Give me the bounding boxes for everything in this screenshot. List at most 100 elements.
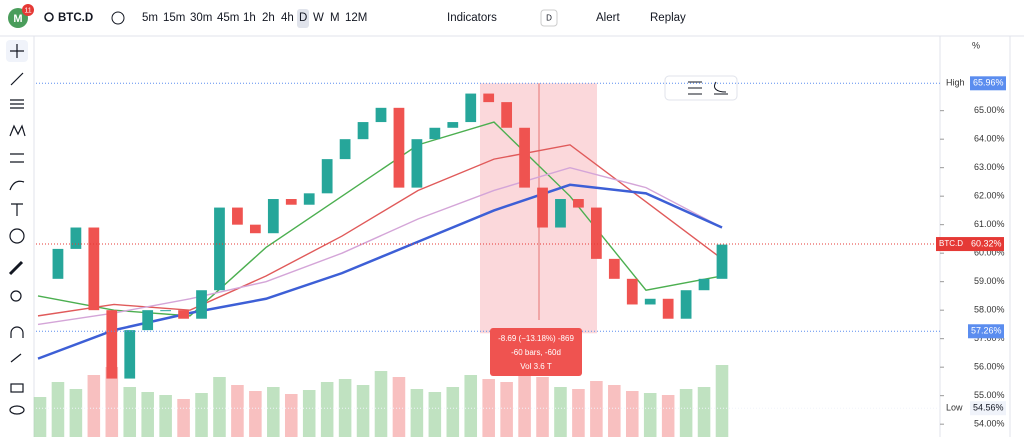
measure-tooltip xyxy=(490,328,582,376)
symbol-tag-bg xyxy=(936,237,968,252)
high-label: 65.96% xyxy=(973,78,1004,88)
interval-button[interactable]: 5m xyxy=(142,12,158,24)
interval-button[interactable]: M xyxy=(330,12,340,24)
alert-button[interactable]: Alert xyxy=(596,12,620,24)
hide-tool[interactable] xyxy=(9,405,25,415)
measure-text: Vol 3.6 T xyxy=(520,362,552,371)
symbol[interactable]: BTC.D xyxy=(58,12,93,24)
magnet-tool[interactable] xyxy=(10,326,24,338)
interval-button[interactable]: 1h xyxy=(243,12,256,24)
search-icon[interactable] xyxy=(44,12,54,22)
crosshair-tool[interactable] xyxy=(10,44,24,58)
volume-bar xyxy=(231,385,244,437)
volume-bar xyxy=(679,389,693,437)
text-tool[interactable] xyxy=(11,203,23,216)
volume-bar xyxy=(697,387,711,437)
volume-bar xyxy=(715,365,729,437)
volume-bar xyxy=(213,377,226,437)
candle xyxy=(303,193,315,205)
candle xyxy=(698,278,710,291)
emoji-tool[interactable] xyxy=(9,228,25,244)
badge-count: 11 xyxy=(24,7,31,14)
symbol-tag: BTC.D xyxy=(939,239,963,248)
y-tick-label: 64.00% xyxy=(974,134,1005,144)
volume-bar xyxy=(249,391,262,437)
layout-badge-bg xyxy=(540,9,558,27)
volume-bar xyxy=(464,375,478,437)
zoom-tool[interactable] xyxy=(10,290,22,302)
candle xyxy=(608,258,620,279)
candle xyxy=(106,310,118,379)
interval-button[interactable]: 30m xyxy=(190,12,212,24)
interval-button[interactable]: 4h xyxy=(281,12,294,24)
layout-badge[interactable]: D xyxy=(546,14,552,23)
candle xyxy=(52,248,64,279)
volume-bar xyxy=(643,393,657,437)
moving-average xyxy=(37,144,723,317)
measure-text: -60 bars, -60d xyxy=(511,348,561,357)
lock-draw-tool[interactable] xyxy=(10,353,22,363)
brush-tool[interactable] xyxy=(9,180,25,191)
drawing-tools xyxy=(6,40,28,415)
interval-button[interactable]: W xyxy=(313,12,324,24)
floating-toolbar-icons[interactable] xyxy=(688,81,728,95)
last-label-bg xyxy=(968,237,1004,252)
candle xyxy=(501,102,513,128)
interval-button[interactable]: 12M xyxy=(345,12,367,24)
candle xyxy=(411,139,423,188)
add-symbol[interactable] xyxy=(111,11,125,25)
scale-unit: % xyxy=(972,40,980,50)
candle xyxy=(590,207,602,259)
candle xyxy=(626,278,638,305)
candle xyxy=(555,199,566,228)
interval-button[interactable]: D xyxy=(299,12,307,24)
candle xyxy=(483,93,495,103)
candle xyxy=(716,244,728,279)
candle xyxy=(357,122,369,140)
y-tick-label: 63.00% xyxy=(974,162,1005,172)
volume-bar xyxy=(374,371,388,437)
y-tick-label: 60.00% xyxy=(974,248,1005,258)
volume-bar xyxy=(554,387,567,437)
y-tick-label: 59.00% xyxy=(974,276,1005,286)
interval-button[interactable]: 2h xyxy=(262,12,275,24)
volume-bar xyxy=(410,389,424,437)
indicators-button[interactable]: Indicators xyxy=(447,12,497,24)
candle xyxy=(232,207,243,225)
candle xyxy=(124,330,136,379)
pattern-tool[interactable] xyxy=(9,124,26,137)
ruler-tool[interactable] xyxy=(8,260,24,276)
forecast-tool[interactable] xyxy=(10,153,24,163)
candle xyxy=(70,227,82,249)
volume-bar xyxy=(51,382,65,437)
volume-bar xyxy=(428,392,442,437)
volume-bar xyxy=(608,385,621,437)
candle xyxy=(662,298,674,319)
y-tick-label: 61.00% xyxy=(974,219,1005,229)
volume-bar xyxy=(482,379,495,437)
candle xyxy=(339,139,351,160)
interval-button[interactable]: 45m xyxy=(217,12,239,24)
volume-bar xyxy=(572,389,585,437)
interval-button[interactable]: 15m xyxy=(163,12,185,24)
volume-bar xyxy=(177,399,190,437)
fib-tool[interactable] xyxy=(10,99,24,109)
y-tick-label: 58.00% xyxy=(974,305,1005,315)
high-label-bg xyxy=(970,76,1006,91)
y-tick-label: 56.00% xyxy=(974,362,1005,372)
top-toolbar xyxy=(0,0,1024,36)
volume-bar xyxy=(446,387,460,437)
active-interval-bg xyxy=(297,9,309,28)
range_low-label: 57.26% xyxy=(971,326,1002,336)
volume-bar xyxy=(141,392,154,437)
y-tick-label: 54.00% xyxy=(974,419,1005,429)
lock-tool[interactable] xyxy=(10,383,24,393)
replay-button[interactable]: Replay xyxy=(650,12,686,24)
trendline-tool[interactable] xyxy=(10,72,24,86)
volume-bar xyxy=(661,395,675,437)
candle xyxy=(447,122,459,128)
moving-average xyxy=(37,166,723,326)
candle xyxy=(160,310,172,312)
candle xyxy=(375,107,387,123)
y-tick-label: 62.00% xyxy=(974,191,1005,201)
